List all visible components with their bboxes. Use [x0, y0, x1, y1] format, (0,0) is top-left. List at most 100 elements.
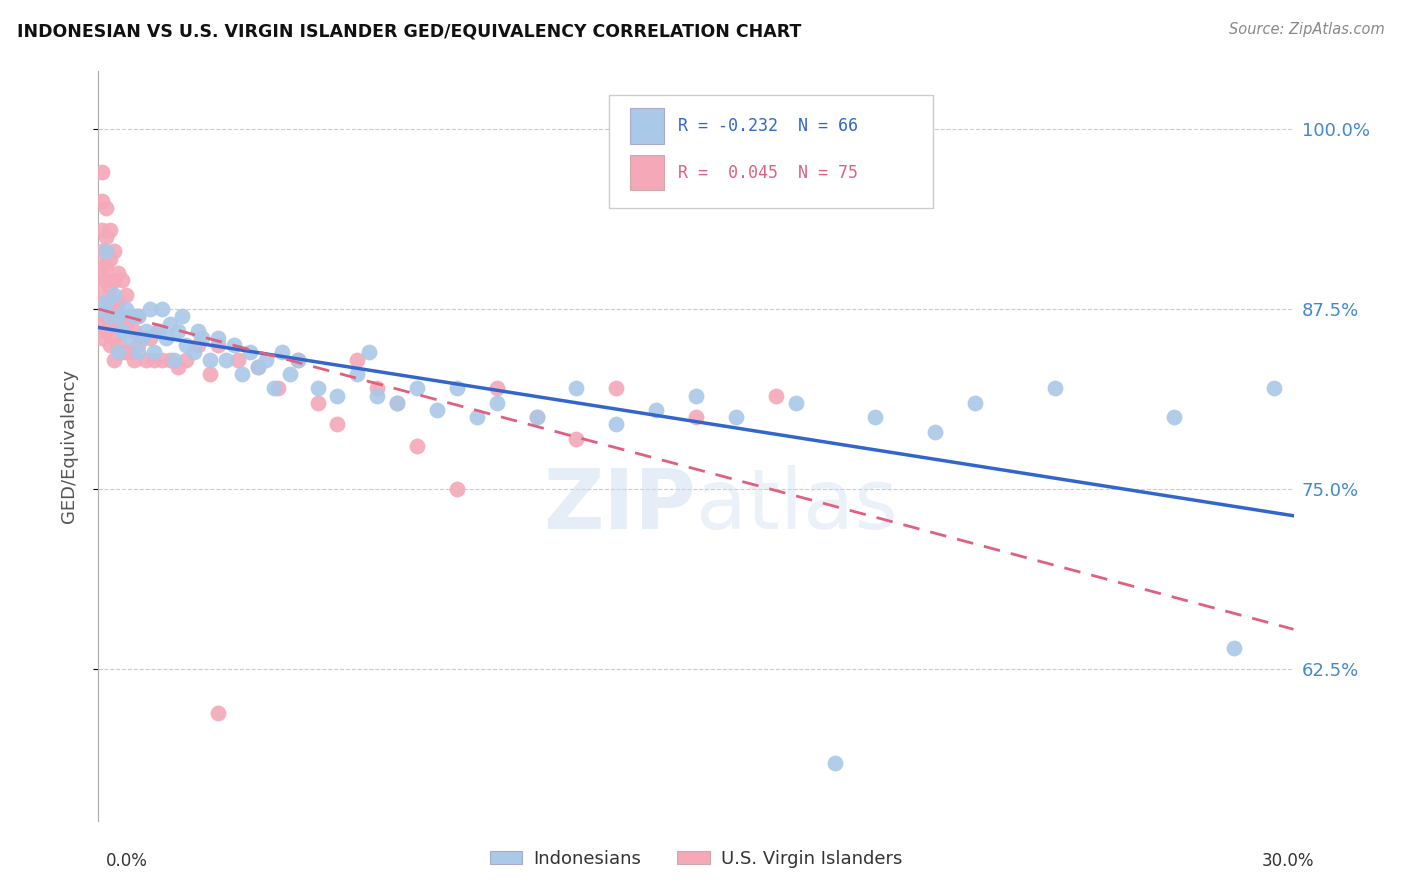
Point [103, 352, 125, 367]
Point [685, 388, 707, 402]
Point [565, 432, 588, 446]
Point [191, 331, 214, 345]
Point [148, 324, 170, 338]
Point [139, 331, 162, 345]
Point [785, 396, 807, 410]
Point [485, 381, 508, 395]
Point [96, 294, 118, 309]
Point [91, 194, 114, 208]
Point [326, 417, 349, 432]
Point [605, 381, 627, 395]
Point [207, 331, 229, 345]
FancyBboxPatch shape [609, 95, 932, 209]
Point [143, 345, 166, 359]
Point [1163, 410, 1185, 425]
Point [183, 345, 205, 359]
Point [107, 294, 129, 309]
Point [131, 331, 153, 345]
Point [115, 317, 138, 331]
Point [174, 338, 197, 352]
Point [111, 324, 134, 338]
Point [91, 223, 114, 237]
Point [346, 352, 368, 367]
Legend: Indonesians, U.S. Virgin Islanders: Indonesians, U.S. Virgin Islanders [482, 843, 910, 875]
Point [287, 352, 309, 367]
Text: 0.0%: 0.0% [105, 852, 148, 870]
Point [91, 244, 114, 259]
Point [135, 324, 157, 338]
Point [159, 317, 181, 331]
Point [124, 352, 146, 367]
Point [107, 338, 129, 352]
Point [143, 352, 166, 367]
Point [278, 367, 301, 381]
Point [98, 252, 122, 266]
Text: R = -0.232  N = 66: R = -0.232 N = 66 [678, 117, 858, 135]
Point [239, 345, 262, 359]
Point [406, 439, 429, 453]
Point [124, 324, 146, 338]
Point [645, 403, 668, 417]
Point [307, 381, 329, 395]
Point [91, 302, 114, 317]
Point [91, 273, 114, 287]
Point [111, 273, 134, 287]
Point [366, 381, 388, 395]
Point [526, 410, 548, 425]
Point [172, 310, 194, 324]
Point [485, 396, 508, 410]
Point [96, 230, 118, 244]
Point [127, 338, 149, 352]
Point [207, 706, 229, 720]
Point [167, 324, 190, 338]
Point [120, 331, 142, 345]
Point [198, 367, 221, 381]
FancyBboxPatch shape [630, 108, 664, 144]
Point [127, 310, 149, 324]
Point [446, 482, 468, 496]
Point [326, 388, 349, 402]
FancyBboxPatch shape [630, 154, 664, 191]
Point [115, 345, 138, 359]
Point [765, 388, 787, 402]
Point [187, 338, 209, 352]
Point [865, 410, 887, 425]
Point [254, 352, 277, 367]
Point [287, 352, 309, 367]
Point [107, 266, 129, 280]
Point [98, 223, 122, 237]
Point [824, 756, 846, 770]
Point [924, 425, 946, 439]
Point [96, 324, 118, 338]
Text: INDONESIAN VS U.S. VIRGIN ISLANDER GED/EQUIVALENCY CORRELATION CHART: INDONESIAN VS U.S. VIRGIN ISLANDER GED/E… [17, 22, 801, 40]
Point [307, 396, 329, 410]
Point [91, 259, 114, 273]
Point [127, 345, 149, 359]
Point [103, 287, 125, 301]
Point [174, 352, 197, 367]
Point [91, 317, 114, 331]
Point [385, 396, 409, 410]
Point [150, 352, 173, 367]
Point [103, 244, 125, 259]
Point [120, 345, 142, 359]
Point [267, 381, 290, 395]
Point [148, 324, 170, 338]
Point [150, 302, 173, 317]
Point [724, 410, 747, 425]
Point [187, 324, 209, 338]
Point [96, 259, 118, 273]
Point [103, 317, 125, 331]
Point [111, 345, 134, 359]
Point [446, 381, 468, 395]
Point [91, 165, 114, 179]
Point [1223, 640, 1246, 655]
Point [91, 287, 114, 301]
Point [605, 417, 627, 432]
Point [526, 410, 548, 425]
Point [565, 381, 588, 395]
Point [139, 302, 162, 317]
Point [963, 396, 986, 410]
Point [115, 287, 138, 301]
Point [103, 273, 125, 287]
